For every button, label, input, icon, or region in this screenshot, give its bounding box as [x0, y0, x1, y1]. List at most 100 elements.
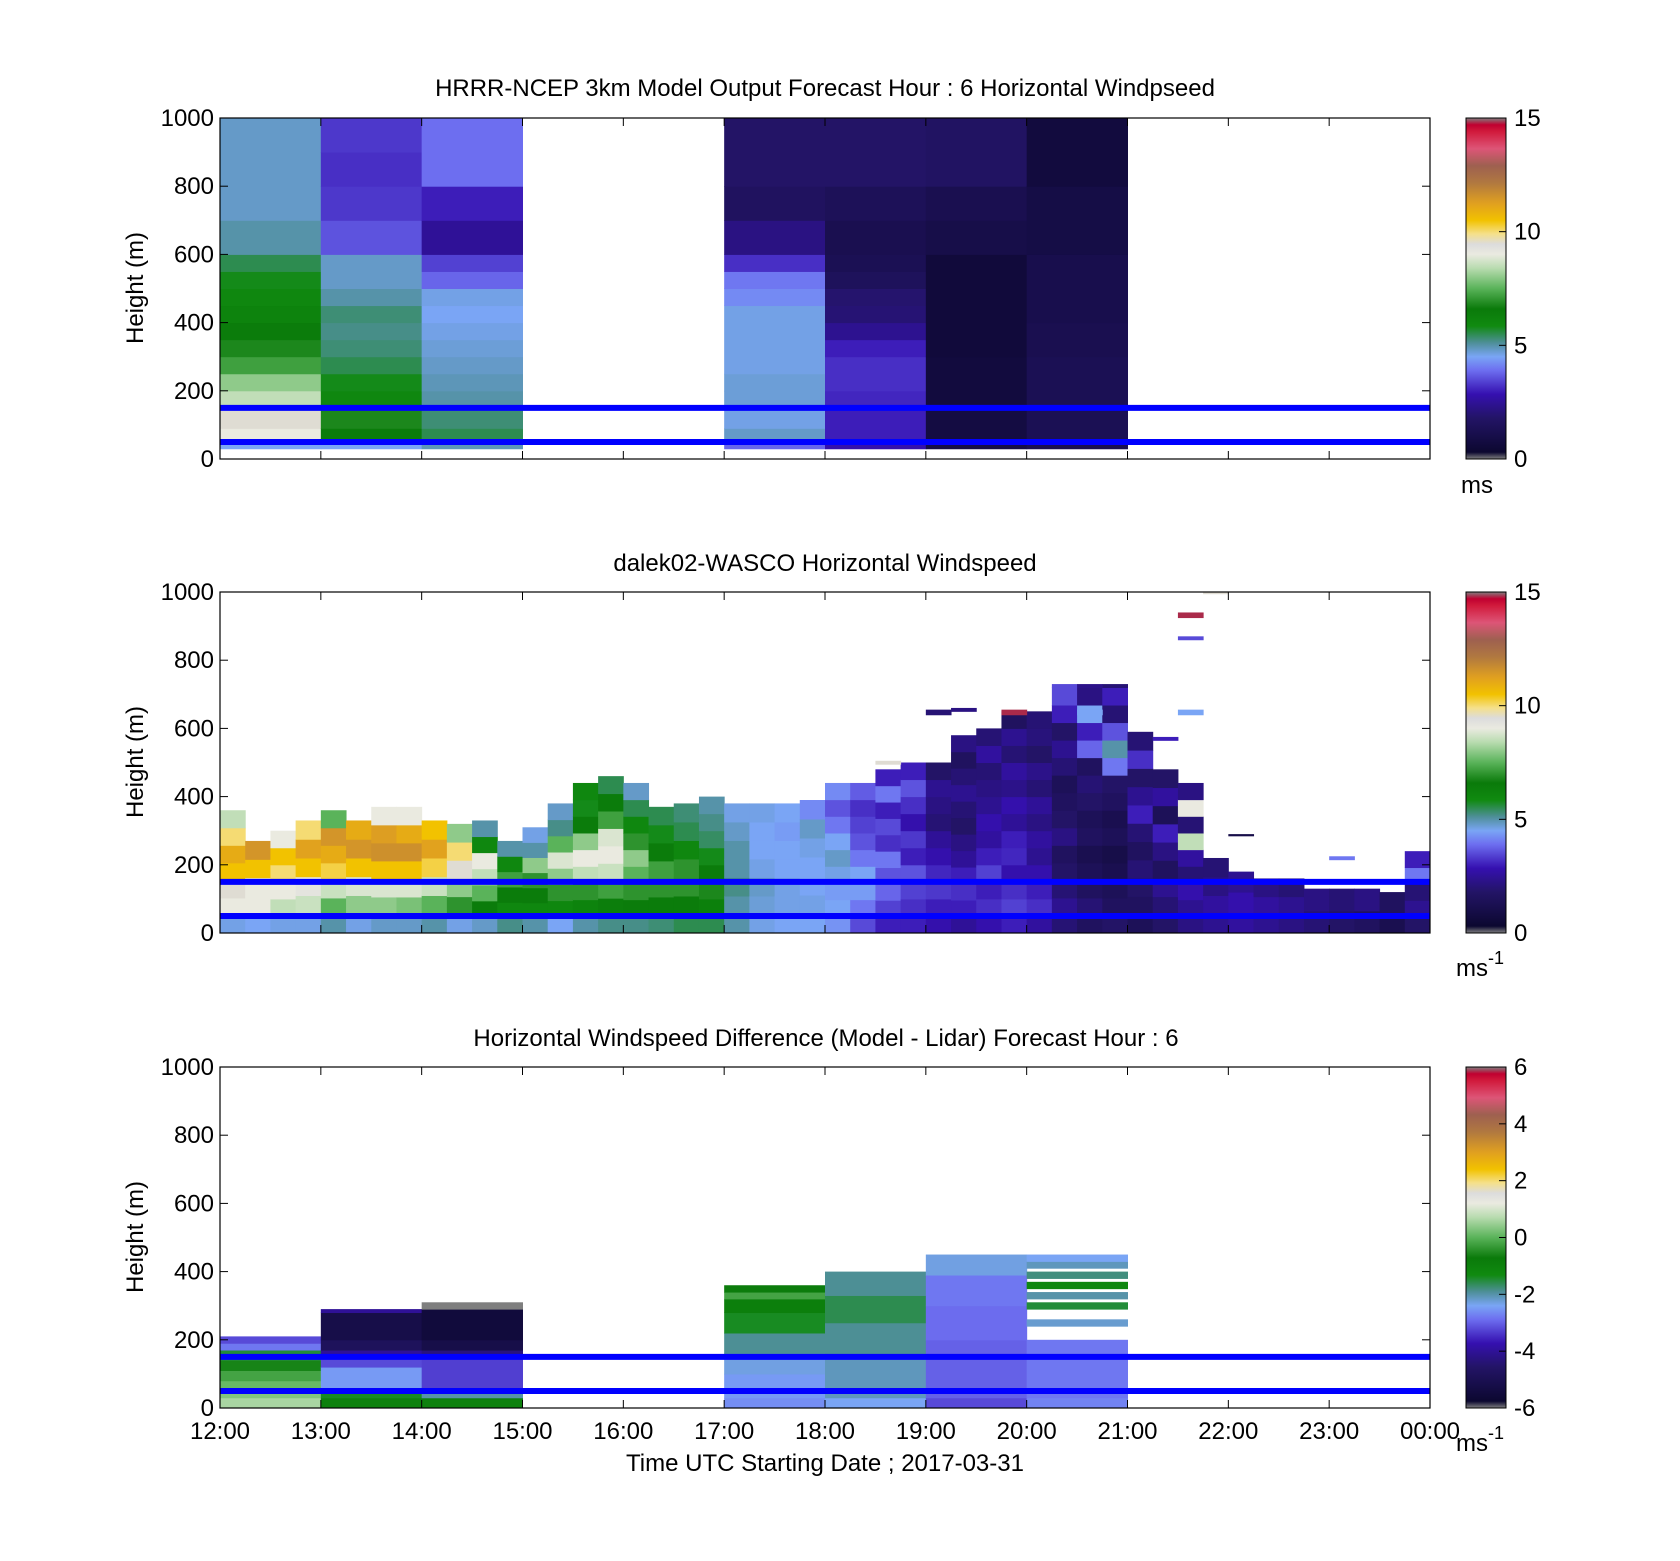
heatmap-cell: [421, 254, 523, 272]
heatmap-cell: [220, 220, 322, 255]
heatmap-cell: [925, 407, 1028, 443]
heatmap-cell: [472, 884, 498, 902]
y-tick-label: 600: [174, 241, 214, 268]
heatmap-cell: [1152, 860, 1179, 879]
heatmap-cell: [1026, 847, 1053, 866]
heatmap-cell: [320, 1309, 423, 1314]
heatmap-cell: [825, 271, 927, 289]
panel-difference-unit-base: ms: [1456, 1430, 1488, 1457]
heatmap-cell: [925, 186, 1028, 221]
x-tick-label: 12:00: [190, 1418, 250, 1445]
heatmap-cell: [446, 896, 473, 916]
heatmap-cell: [547, 852, 574, 869]
heatmap-cell: [1077, 757, 1103, 776]
heatmap-cell: [270, 881, 297, 900]
heatmap-cell: [1051, 775, 1078, 794]
heatmap-cell: [220, 428, 322, 443]
heatmap-cell: [522, 857, 549, 874]
panel-difference-xticks: [219, 1067, 1431, 1408]
heatmap-cell: [1077, 897, 1103, 916]
colorbar-tick-label: -2: [1514, 1281, 1535, 1308]
heatmap-cell: [1001, 915, 1028, 933]
heatmap-cell: [1152, 914, 1179, 933]
heatmap-cell: [346, 857, 372, 878]
heatmap-cell: [1001, 898, 1028, 917]
panel-lidar-title: dalek02-WASCO Horizontal Windspeed: [613, 550, 1036, 577]
heatmap-cell: [547, 916, 574, 933]
x-tick-label: 18:00: [795, 1418, 855, 1445]
heatmap-cell: [850, 782, 876, 801]
heatmap-cell: [1051, 810, 1078, 829]
heatmap-cell: [976, 762, 1002, 781]
heatmap-cell: [976, 779, 1002, 798]
x-tick-label: 14:00: [392, 1418, 452, 1445]
heatmap-cell: [1102, 845, 1128, 864]
panel-lidar-unit-exp: -1: [1488, 948, 1504, 968]
heatmap-cell: [421, 1397, 523, 1408]
heatmap-cell: [1152, 736, 1179, 741]
y-tick-label: 800: [174, 173, 214, 200]
heatmap-cell: [976, 847, 1002, 866]
heatmap-cell: [1177, 636, 1204, 641]
y-tick-label: 200: [174, 1327, 214, 1354]
heatmap-cell: [698, 796, 725, 815]
heatmap-cell: [1177, 709, 1204, 716]
heatmap-cell: [673, 914, 700, 933]
panel-model-reflines: [220, 404, 1430, 445]
y-tick-label: 400: [174, 310, 214, 337]
heatmap-cell: [850, 849, 876, 867]
heatmap-cell: [951, 707, 977, 712]
x-tick-label: 22:00: [1198, 1418, 1258, 1445]
heatmap-cell: [295, 820, 322, 840]
heatmap-cell: [925, 356, 1028, 409]
heatmap-cell: [774, 895, 801, 915]
heatmap-cell: [371, 824, 397, 844]
heatmap-cell: [371, 860, 397, 880]
heatmap-cell: [648, 860, 675, 880]
heatmap-cell: [623, 799, 650, 817]
x-tick-label: 23:00: [1299, 1418, 1359, 1445]
panel-difference-reflines: [220, 1353, 1430, 1394]
heatmap-cell: [220, 407, 322, 429]
x-axis-label: Time UTC Starting Date ; 2017-03-31: [626, 1450, 1024, 1477]
heatmap-cell: [295, 895, 322, 915]
heatmap-cell: [724, 895, 750, 915]
heatmap-cell: [421, 373, 523, 392]
heatmap-cell: [900, 864, 927, 883]
heatmap-cell: [825, 782, 851, 801]
heatmap-cell: [371, 842, 397, 862]
heatmap-cell: [724, 373, 826, 392]
heatmap-cell: [724, 1373, 826, 1399]
heatmap-cell: [1001, 709, 1028, 716]
heatmap-cell: [724, 428, 826, 443]
heatmap-cell: [320, 152, 423, 187]
heatmap-cell: [421, 857, 448, 878]
heatmap-cell: [1329, 888, 1355, 912]
heatmap-cell: [1026, 898, 1053, 917]
heatmap-cell: [1051, 792, 1078, 811]
heatmap-cell: [976, 881, 1002, 900]
heatmap-cell: [1026, 186, 1128, 255]
heatmap-cell: [1026, 762, 1053, 781]
heatmap-cell: [421, 895, 448, 915]
heatmap-cell: [1303, 888, 1330, 912]
heatmap-cell: [371, 806, 397, 826]
heatmap-cell: [1177, 882, 1204, 901]
heatmap-cell: [724, 840, 750, 860]
heatmap-cell: [875, 818, 902, 836]
y-tick-label: 400: [174, 784, 214, 811]
heatmap-cell: [976, 915, 1002, 933]
heatmap-cell: [925, 864, 952, 883]
heatmap-cell: [623, 899, 650, 917]
heatmap-cell: [522, 887, 549, 904]
heatmap-cell: [270, 915, 297, 933]
heatmap-cell: [472, 820, 498, 838]
heatmap-cell: [1051, 722, 1078, 741]
heatmap-cell: [1001, 881, 1028, 900]
heatmap-cell: [875, 769, 902, 787]
heatmap-cell: [421, 288, 523, 307]
heatmap-cell: [1278, 914, 1305, 933]
heatmap-cell: [925, 847, 952, 866]
panel-model: HRRR-NCEP 3km Model Output Forecast Hour…: [122, 75, 1541, 499]
heatmap-cell: [1051, 845, 1078, 864]
